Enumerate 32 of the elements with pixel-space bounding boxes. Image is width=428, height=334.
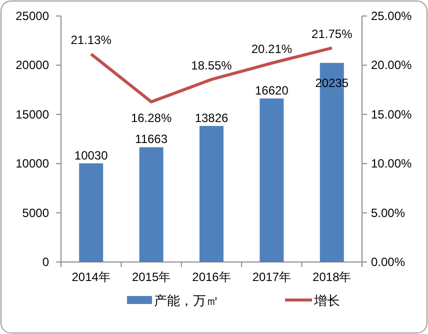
y2-tick-label: 5.00%	[371, 206, 406, 220]
y-tick-label: 15000	[16, 107, 50, 122]
y2-tick-label: 15.00%	[371, 107, 412, 122]
legend-label: 产能，万㎡	[154, 293, 219, 308]
y2-tick-label: 10.00%	[371, 156, 412, 171]
y2-tick-label: 20.00%	[371, 58, 412, 72]
bar	[139, 147, 164, 262]
y2-tick-label: 0.00%	[371, 255, 406, 269]
data-label: 16.28%	[130, 110, 172, 125]
y-tick-label: 25000	[16, 9, 50, 23]
data-label: 21.13%	[70, 33, 112, 48]
data-label: 10030	[74, 148, 108, 162]
x-tick-label: 2016年	[192, 270, 231, 284]
x-tick-label: 2015年	[132, 270, 171, 284]
legend-label: 增长	[313, 293, 340, 308]
data-label: 16620	[255, 83, 289, 98]
x-tick-label: 2018年	[312, 270, 352, 284]
y-tick-label: 10000	[16, 156, 50, 171]
bar	[260, 98, 284, 262]
y-tick-label: 5000	[22, 206, 50, 220]
data-label: 11663	[135, 132, 168, 146]
data-label: 18.55%	[191, 58, 232, 72]
data-label: 21.75%	[312, 26, 353, 41]
x-tick-label: 2014年	[72, 270, 110, 284]
x-tick-label: 2017年	[252, 270, 292, 284]
data-label: 20.21%	[251, 42, 292, 56]
bar	[79, 163, 104, 262]
y-tick-label: 0	[42, 255, 50, 269]
y2-tick-label: 25.00%	[371, 9, 412, 23]
data-label: 13826	[194, 110, 229, 125]
bar	[200, 126, 224, 262]
y-tick-label: 20000	[16, 58, 50, 72]
